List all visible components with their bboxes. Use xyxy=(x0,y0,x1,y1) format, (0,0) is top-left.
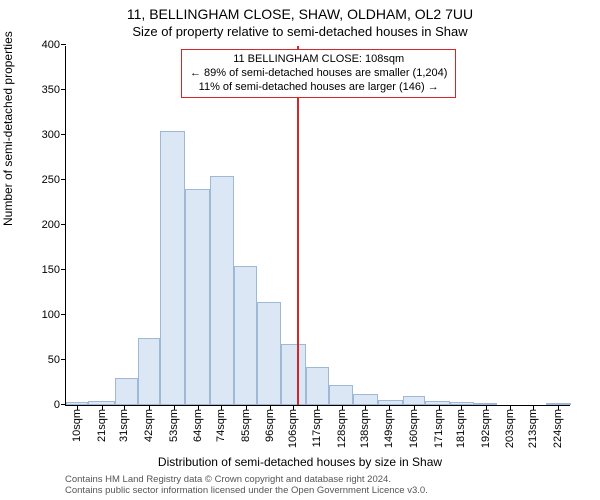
x-tick-label: 42sqm xyxy=(143,405,155,442)
x-tick-label: 181sqm xyxy=(455,405,467,448)
histogram-bar xyxy=(234,266,256,406)
y-tick-label: 50 xyxy=(48,354,66,366)
annotation-box: 11 BELLINGHAM CLOSE: 108sqm← 89% of semi… xyxy=(181,49,456,98)
y-tick-label: 200 xyxy=(42,219,66,231)
histogram-bar xyxy=(160,131,185,406)
x-tick-label: 74sqm xyxy=(215,405,227,442)
x-tick-label: 31sqm xyxy=(118,405,130,442)
y-tick-label: 350 xyxy=(42,84,66,96)
histogram-bar xyxy=(115,378,137,405)
y-tick-mark xyxy=(61,179,66,180)
y-tick-mark xyxy=(61,314,66,315)
x-tick-label: 213sqm xyxy=(527,405,539,448)
y-tick-mark xyxy=(61,89,66,90)
x-tick-label: 160sqm xyxy=(408,405,420,448)
y-tick-mark xyxy=(61,134,66,135)
y-tick-label: 250 xyxy=(42,174,66,186)
y-tick-label: 300 xyxy=(42,129,66,141)
x-tick-label: 171sqm xyxy=(433,405,445,448)
license-line-2: Contains public sector information licen… xyxy=(65,486,428,497)
y-tick-label: 400 xyxy=(42,39,66,51)
y-axis-label: Number of semi-detached properties xyxy=(1,31,15,226)
chart-container: 11, BELLINGHAM CLOSE, SHAW, OLDHAM, OL2 … xyxy=(0,0,600,500)
y-tick-mark xyxy=(61,269,66,270)
x-tick-label: 85sqm xyxy=(240,405,252,442)
histogram-bar xyxy=(403,396,425,405)
annotation-line-3: 11% of semi-detached houses are larger (… xyxy=(190,81,447,95)
x-tick-label: 106sqm xyxy=(287,405,299,448)
x-tick-label: 53sqm xyxy=(168,405,180,442)
y-tick-mark xyxy=(61,44,66,45)
x-tick-label: 128sqm xyxy=(336,405,348,448)
x-tick-label: 10sqm xyxy=(71,405,83,442)
y-tick-label: 0 xyxy=(54,399,66,411)
histogram-bar xyxy=(353,394,378,405)
y-tick-mark xyxy=(61,359,66,360)
x-tick-label: 96sqm xyxy=(264,405,276,442)
reference-line xyxy=(297,46,299,405)
histogram-bar xyxy=(185,189,210,405)
annotation-line-2: ← 89% of semi-detached houses are smalle… xyxy=(190,67,447,81)
chart-subtitle: Size of property relative to semi-detach… xyxy=(0,24,600,39)
histogram-bar xyxy=(281,344,306,405)
histogram-plot: 05010015020025030035040010sqm21sqm31sqm4… xyxy=(65,46,570,406)
page-title: 11, BELLINGHAM CLOSE, SHAW, OLDHAM, OL2 … xyxy=(0,6,600,22)
license-text: Contains HM Land Registry data © Crown c… xyxy=(65,475,428,497)
y-tick-mark xyxy=(61,224,66,225)
histogram-bar xyxy=(329,385,354,405)
x-tick-label: 224sqm xyxy=(552,405,564,448)
histogram-bar xyxy=(257,302,282,406)
x-tick-label: 117sqm xyxy=(311,405,323,447)
x-tick-label: 149sqm xyxy=(383,405,395,448)
x-tick-label: 21sqm xyxy=(96,405,108,442)
y-tick-label: 150 xyxy=(42,264,66,276)
x-tick-label: 203sqm xyxy=(504,405,516,448)
x-tick-label: 64sqm xyxy=(192,405,204,442)
x-axis-label: Distribution of semi-detached houses by … xyxy=(0,455,600,469)
histogram-bar xyxy=(210,176,235,406)
annotation-line-1: 11 BELLINGHAM CLOSE: 108sqm xyxy=(190,53,447,67)
x-tick-label: 138sqm xyxy=(359,405,371,448)
histogram-bar xyxy=(138,338,160,406)
histogram-bar xyxy=(306,367,328,405)
x-tick-label: 192sqm xyxy=(480,405,492,448)
y-tick-label: 100 xyxy=(42,309,66,321)
